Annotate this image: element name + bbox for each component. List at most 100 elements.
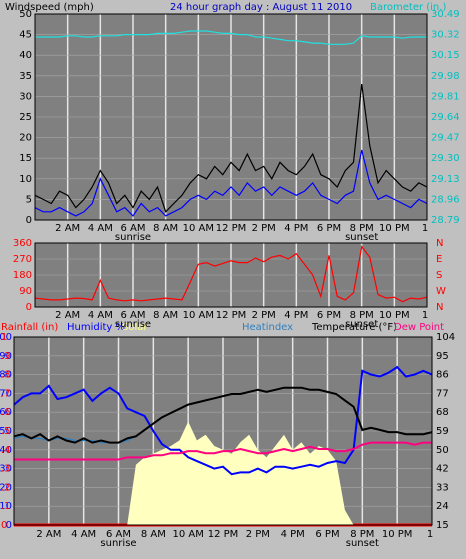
sun-label: sunrise — [100, 538, 136, 549]
left-axis-tick: 30 — [0, 464, 12, 475]
x-axis-tick: 4 AM — [71, 529, 96, 540]
right-axis-tick: 33 — [436, 482, 449, 493]
series-direction — [34, 245, 428, 303]
right-axis-tick: 42 — [436, 464, 449, 475]
barometer-axis-label: Barometer (in.) — [370, 2, 446, 13]
series-temperature — [13, 386, 433, 444]
chart-title: 24 hour graph day : August 11 2010 — [170, 2, 352, 13]
x-axis-tick: 10 PM — [379, 310, 410, 321]
x-axis-tick: 8 PM — [350, 310, 374, 321]
rain-axis-tick: .9 — [1, 351, 11, 362]
x-axis-tick: 8 AM — [153, 223, 178, 234]
x-axis-tick: 6 PM — [317, 223, 341, 234]
left-axis-tick: 15 — [19, 153, 32, 164]
x-axis-tick: 2 AM — [55, 223, 80, 234]
rain-axis-tick: .8 — [1, 370, 11, 381]
legend-temperature: Temperature (°F) — [311, 322, 397, 333]
left-axis-tick: 10 — [0, 501, 12, 512]
rain-axis-tick: .5 — [1, 426, 11, 437]
sun-label: sunset — [346, 538, 379, 549]
sun-label: sunrise — [115, 319, 151, 330]
legend-heatindex: Heatindex — [242, 322, 293, 333]
right-axis-tick: 68 — [436, 407, 449, 418]
left-axis-tick: 20 — [19, 133, 32, 144]
right-axis-tick: 28.96 — [431, 194, 460, 205]
right-axis-tick: S — [436, 270, 442, 281]
left-axis-tick: 30 — [19, 91, 32, 102]
right-axis-tick: 30.15 — [431, 50, 460, 61]
x-axis-tick: 2 AM — [55, 310, 80, 321]
right-axis-tick: W — [436, 286, 446, 297]
legend-rainfall: Rainfall (in) — [1, 322, 58, 333]
left-axis-tick: 40 — [19, 50, 32, 61]
x-axis-end-tick: 1 — [422, 223, 428, 234]
right-axis-tick: 59 — [436, 426, 449, 437]
x-axis-tick: 4 PM — [284, 310, 308, 321]
right-axis-tick: 30.32 — [431, 30, 460, 41]
x-axis-tick: 8 AM — [141, 529, 166, 540]
legend-solar: Solar — [122, 322, 148, 333]
right-axis-tick: 24 — [436, 501, 449, 512]
right-axis-tick: 29.81 — [431, 91, 460, 102]
series-wind — [34, 149, 428, 217]
series-solar — [14, 421, 432, 525]
left-axis-tick: 0 — [6, 520, 12, 531]
plot-border-1 — [34, 242, 428, 308]
left-axis-tick: 50 — [19, 9, 32, 20]
x-axis-tick: 2 PM — [252, 310, 276, 321]
rain-axis-tick: 1 — [1, 332, 7, 343]
x-axis-tick: 4 PM — [284, 223, 308, 234]
right-axis-tick: 29.64 — [431, 112, 460, 123]
left-axis-tick: 35 — [19, 71, 32, 82]
x-axis-end-tick: 1 — [427, 529, 433, 540]
series-dewpoint — [14, 441, 432, 461]
x-axis-tick: 12 PM — [216, 223, 247, 234]
x-axis-tick: 6 PM — [315, 529, 339, 540]
left-axis-tick: 270 — [13, 254, 32, 265]
left-axis-tick: 100 — [0, 332, 12, 343]
left-axis-tick: 80 — [0, 370, 12, 381]
right-axis-tick: N — [436, 302, 443, 313]
sun-label: sunset — [345, 232, 378, 243]
x-axis-tick: 2 AM — [36, 529, 61, 540]
right-axis-tick: 77 — [436, 388, 449, 399]
rain-axis-tick: .4 — [1, 445, 11, 456]
left-axis-tick: 60 — [0, 407, 12, 418]
rain-axis-tick: 0 — [1, 520, 7, 531]
right-axis-tick: 29.98 — [431, 71, 460, 82]
sun-label: sunrise — [115, 232, 151, 243]
left-axis-tick: 5 — [26, 194, 32, 205]
right-axis-tick: 29.30 — [431, 153, 460, 164]
right-axis-tick: E — [436, 254, 442, 265]
series-humidity — [13, 365, 433, 476]
series-barometer — [35, 30, 427, 45]
left-axis-tick: 40 — [0, 445, 12, 456]
legend-dewpoint: Dew Point — [394, 322, 444, 333]
x-axis-tick: 6 AM — [120, 310, 145, 321]
x-axis-end-tick: 1 — [422, 310, 428, 321]
x-axis-tick: 2 PM — [252, 223, 276, 234]
rain-axis-tick: .7 — [1, 388, 11, 399]
left-axis-tick: 50 — [0, 426, 12, 437]
right-axis-tick: 95 — [436, 351, 449, 362]
x-axis-tick: 8 AM — [153, 310, 178, 321]
right-axis-tick: 28.79 — [431, 215, 460, 226]
chart-panels: 0510152025303540455028.7928.9629.1329.30… — [0, 9, 460, 549]
rain-axis-tick: .6 — [1, 407, 11, 418]
right-axis-tick: N — [436, 238, 443, 249]
right-axis-tick: 50 — [436, 445, 449, 456]
right-axis-tick: 30.49 — [431, 9, 460, 20]
x-axis-tick: 4 AM — [88, 223, 113, 234]
sun-label: sunset — [345, 319, 378, 330]
left-axis-tick: 0 — [26, 215, 32, 226]
x-axis-tick: 8 PM — [350, 529, 374, 540]
left-axis-tick: 45 — [19, 30, 32, 41]
left-axis-tick: 90 — [0, 351, 12, 362]
x-axis-tick: 4 PM — [281, 529, 305, 540]
right-axis-tick: 15 — [436, 520, 449, 531]
plot-border-0 — [34, 13, 428, 221]
x-axis-tick: 6 AM — [106, 529, 131, 540]
x-axis-tick: 10 AM — [183, 223, 214, 234]
windspeed-axis-label: Windspeed (mph) — [5, 2, 94, 13]
